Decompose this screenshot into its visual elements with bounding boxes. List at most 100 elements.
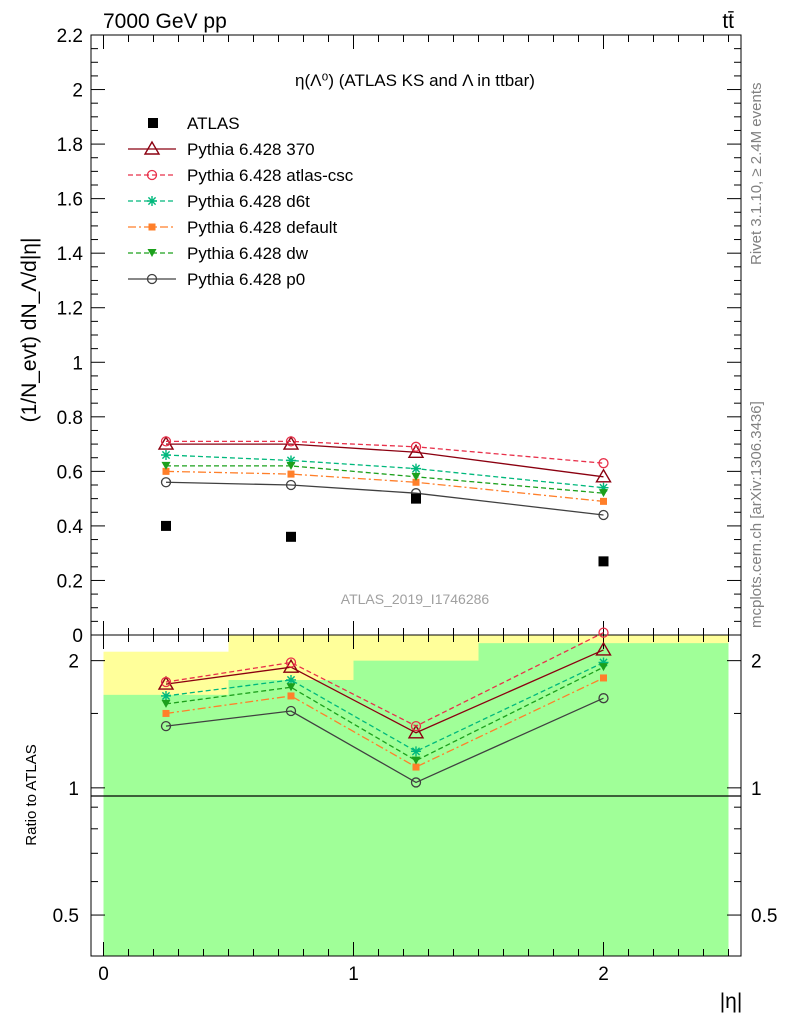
main-x-ticks <box>103 35 729 635</box>
ratio-series-marker <box>598 693 609 704</box>
atlas-data-points <box>161 493 609 567</box>
ratio-series-line <box>165 677 604 768</box>
main-series-lines <box>157 435 612 521</box>
header-process: tt̄ <box>722 10 734 33</box>
x-axis-label: |η| <box>720 990 743 1013</box>
ratio-y-tick-label-right: 1 <box>751 779 762 800</box>
ratio-series-marker <box>285 657 297 668</box>
main-y-axis: 0 0.2 0.4 0.6 0.8 1 1.2 1.4 1.6 1.8 2 2.2 <box>57 26 741 647</box>
ratio-series-marker <box>285 705 297 717</box>
main-series-marker <box>160 477 172 488</box>
ratio-x-tick-label: 2 <box>598 964 609 985</box>
ratio-band-inner <box>353 660 479 956</box>
main-series-line <box>166 440 604 464</box>
main-series-line <box>166 443 604 478</box>
ratio-series-marker <box>595 641 612 656</box>
main-series-marker <box>407 443 425 458</box>
main-series-line <box>166 465 604 494</box>
header-energy: 7000 GeV pp <box>103 10 227 33</box>
legend-marker <box>147 249 157 257</box>
atlas-data-point <box>286 531 296 542</box>
main-series-marker <box>411 463 421 474</box>
main-series-marker <box>595 468 612 483</box>
legend-entry-label: Pythia 6.428 atlas-csc <box>187 166 354 185</box>
legend-marker <box>146 273 158 285</box>
main-series-marker <box>157 435 175 450</box>
main-series-marker <box>599 489 608 498</box>
main-series-marker <box>161 450 171 460</box>
ratio-series-line <box>165 649 604 734</box>
ratio-y-tick-label-right: 0.5 <box>751 906 777 927</box>
rivet-version-label: Rivet 3.1.10, ≥ 2.4M events <box>748 83 765 266</box>
main-y-tick-label: 2 <box>72 81 83 102</box>
main-y-tick-label: 0.2 <box>57 571 83 592</box>
mcplots-reference-label: mcplots.cern.ch [arXiv:1306.3436] <box>748 401 765 628</box>
ratio-series-line <box>165 632 604 727</box>
ratio-series-marker <box>600 674 607 682</box>
legend-entry-label: Pythia 6.428 p0 <box>187 270 305 289</box>
ratio-series-marker <box>410 720 422 732</box>
legend-entry-label: Pythia 6.428 370 <box>187 140 315 159</box>
ratio-series-marker <box>411 756 421 765</box>
legend-atlas-label: ATLAS <box>187 114 240 133</box>
plot-title: η(Λ⁰) (ATLAS KS and Λ in ttbar) <box>295 71 535 90</box>
ratio-series-marker <box>412 763 420 771</box>
main-series-marker <box>411 472 421 481</box>
main-y-tick-label: 1 <box>72 353 83 374</box>
atlas-data-point <box>411 493 421 504</box>
main-series-marker <box>600 497 607 505</box>
ratio-series-line <box>165 697 604 784</box>
main-y-axis-label: (1/N_evt) dN_Λ/d|η| <box>18 238 41 423</box>
ratio-series-marker <box>410 777 422 788</box>
main-y-tick-label: 1.4 <box>57 244 84 265</box>
main-y-tick-label: 0.4 <box>57 517 84 538</box>
legend-entry-label: Pythia 6.428 dw <box>187 244 309 263</box>
main-series-marker <box>161 461 171 470</box>
main-series-marker <box>598 509 609 521</box>
legend-marker <box>146 169 158 181</box>
ratio-series-marker <box>407 724 425 739</box>
ratio-x-axis: 0 1 2 <box>98 635 729 985</box>
legend-entry-label: Pythia 6.428 d6t <box>187 192 310 211</box>
main-y-tick-label: 0.6 <box>57 462 83 483</box>
ratio-series-marker <box>411 746 421 757</box>
main-series-marker <box>282 435 300 450</box>
analysis-watermark: ATLAS_2019_I1746286 <box>341 591 490 607</box>
ratio-y-tick-label-right: 2 <box>751 652 762 673</box>
main-y-tick-label: 2.2 <box>57 26 83 47</box>
main-y-tick-label: 1.8 <box>57 135 83 156</box>
main-series-marker <box>285 436 297 447</box>
main-series-marker <box>598 482 609 493</box>
main-series-marker <box>412 478 420 486</box>
main-series-marker <box>160 436 172 447</box>
main-series-line <box>165 454 604 489</box>
legend: ATLAS Pythia 6.428 370 Pythia 6.428 atlas-… <box>128 114 354 289</box>
main-series-marker <box>410 441 422 452</box>
main-y-tick-label: 0.8 <box>57 408 83 429</box>
ratio-series-marker <box>286 674 296 685</box>
main-y-tick-label: 1.2 <box>57 299 83 320</box>
ratio-y-tick-label-left: 2 <box>68 652 79 673</box>
ratio-series-marker <box>598 627 609 638</box>
ratio-series-marker <box>287 692 295 700</box>
main-series-marker <box>598 458 609 469</box>
legend-entry-label: Pythia 6.428 default <box>187 218 338 237</box>
ratio-y-tick-label-left: 0.5 <box>53 906 79 927</box>
main-y-tick-label: 1.6 <box>57 190 83 211</box>
ratio-series-marker <box>598 657 609 668</box>
ratio-y-tick-label-left: 1 <box>68 779 79 800</box>
main-series-marker <box>285 479 297 491</box>
atlas-data-point <box>161 520 171 531</box>
legend-marker <box>148 223 156 231</box>
legend-atlas-marker <box>148 118 158 128</box>
ratio-series-marker <box>157 675 175 690</box>
main-y-tick-label: 0 <box>72 626 83 647</box>
ratio-y-axis-label: Ratio to ATLAS <box>23 744 40 845</box>
main-series-line <box>165 470 604 503</box>
ratio-band-inner <box>478 643 729 956</box>
ratio-band-inner <box>103 694 229 956</box>
ratio-series-marker <box>162 709 170 717</box>
main-series-marker <box>286 455 296 466</box>
ratio-series-marker <box>286 683 296 692</box>
ratio-y-axis: 0.5 0.5 1 1 2 2 <box>53 652 778 927</box>
